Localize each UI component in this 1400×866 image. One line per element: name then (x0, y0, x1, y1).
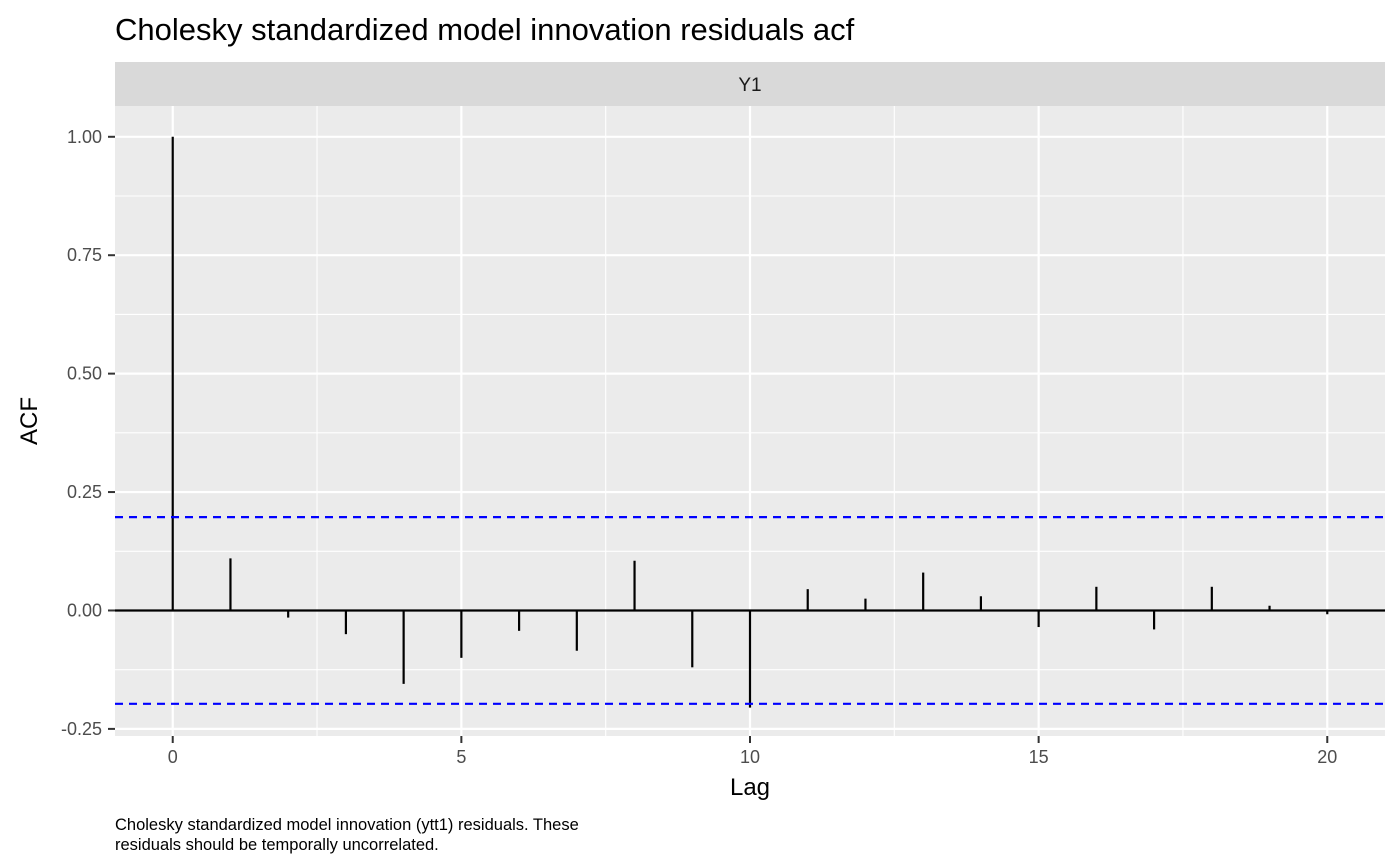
chart-title: Cholesky standardized model innovation r… (115, 12, 855, 47)
caption-line: Cholesky standardized model innovation (… (115, 816, 579, 834)
x-axis-title: Lag (730, 774, 770, 801)
facet-strip (115, 62, 1385, 106)
x-axis: 0 5 10 15 20 (168, 736, 1337, 767)
x-tick-label: 0 (168, 747, 178, 767)
y-tick-label: 0.25 (67, 482, 102, 502)
y-tick-label: 0.75 (67, 245, 102, 265)
facet-strip-label: Y1 (738, 75, 761, 96)
y-tick-label: 1.00 (67, 127, 102, 147)
y-axis-title: ACF (16, 397, 43, 445)
x-tick-label: 10 (740, 747, 760, 767)
caption: Cholesky standardized model innovation (… (115, 816, 579, 854)
x-tick-label: 20 (1317, 747, 1337, 767)
y-tick-label: 0.00 (67, 600, 102, 620)
y-axis: -0.25 0.00 0.25 0.50 0.75 1.00 (61, 127, 115, 739)
x-tick-label: 15 (1029, 747, 1049, 767)
x-tick-label: 5 (456, 747, 466, 767)
y-tick-label: 0.50 (67, 364, 102, 384)
acf-bars (171, 136, 1329, 708)
caption-line: residuals should be temporally uncorrela… (115, 836, 439, 854)
y-tick-label: -0.25 (61, 719, 102, 739)
